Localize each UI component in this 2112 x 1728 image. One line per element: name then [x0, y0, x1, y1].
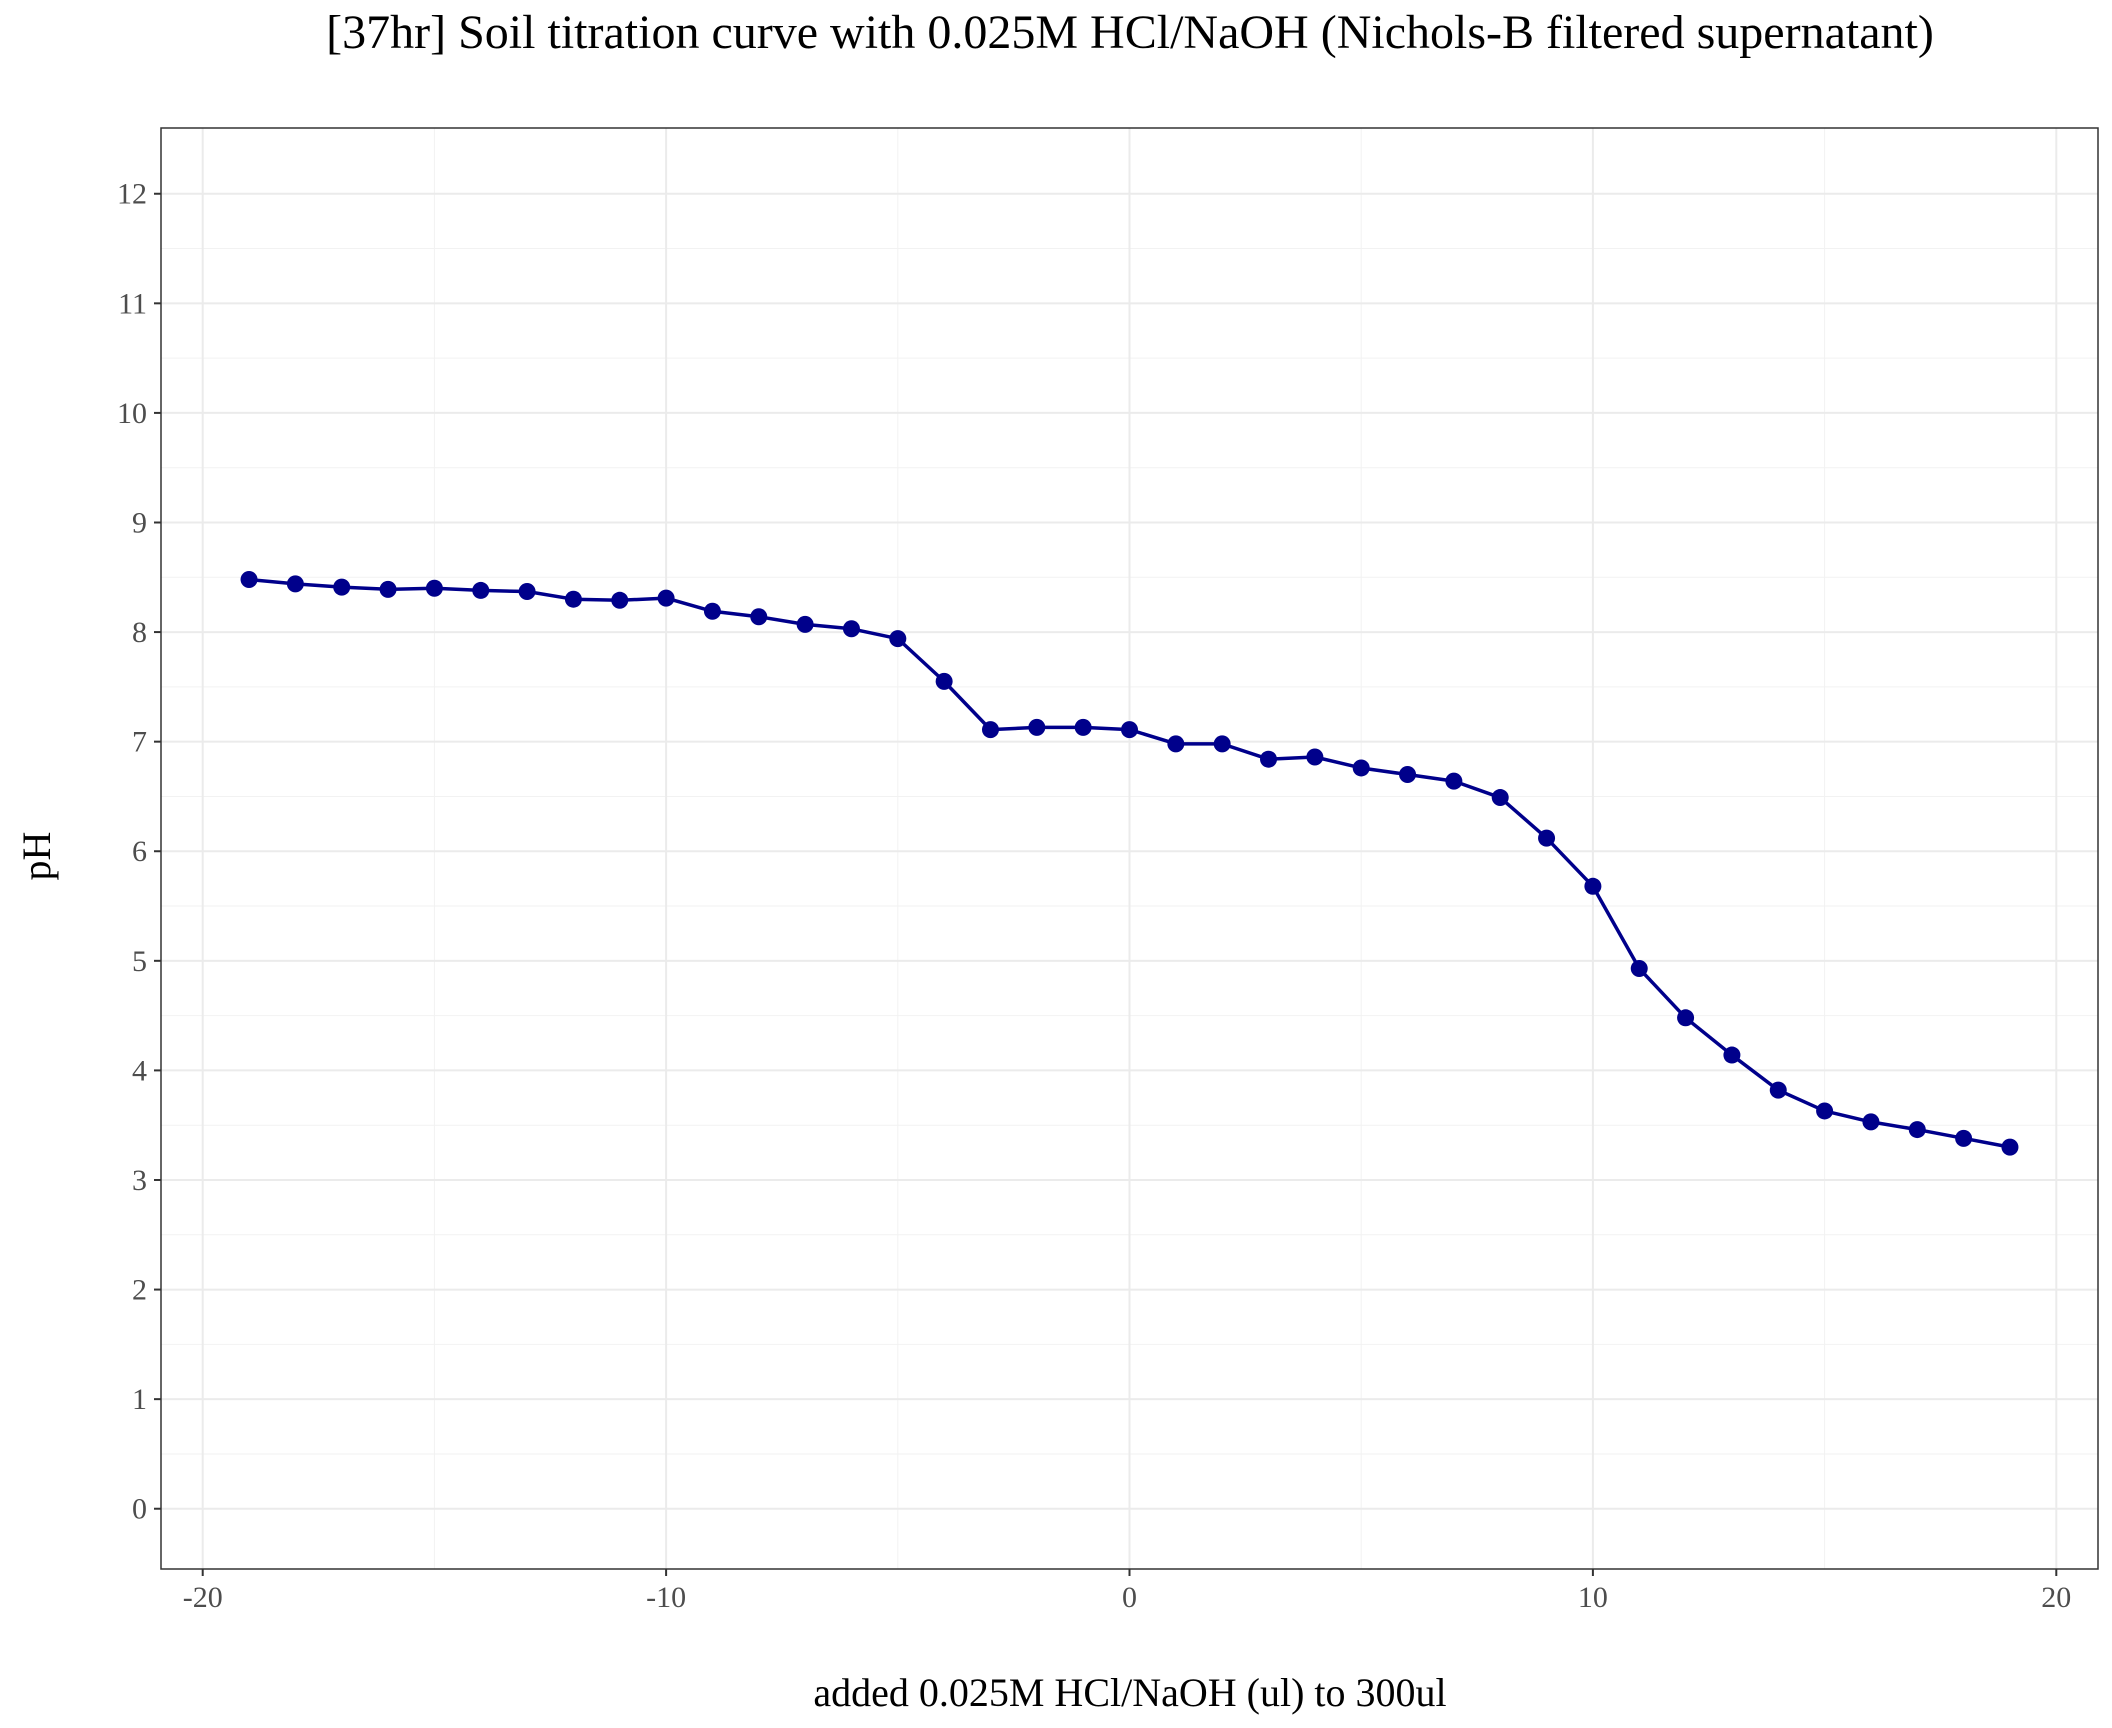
- panel-border: [160, 127, 2099, 1570]
- data-point: [1167, 735, 1185, 753]
- x-tick-label: -20: [183, 1581, 223, 1614]
- y-tick-label: 2: [132, 1274, 147, 1307]
- data-point: [1213, 735, 1231, 753]
- y-tick-label: 12: [117, 178, 147, 211]
- chart-title: [37hr] Soil titration curve with 0.025M …: [326, 6, 1934, 59]
- data-point: [2001, 1138, 2019, 1156]
- y-tick-label: 3: [132, 1164, 147, 1197]
- data-point: [750, 608, 768, 626]
- data-point: [286, 575, 304, 593]
- data-point: [472, 581, 490, 599]
- y-tick-label: 9: [132, 506, 147, 539]
- x-tick-label: 0: [1122, 1581, 1137, 1614]
- data-point: [1260, 750, 1278, 768]
- y-axis-title: pH: [14, 832, 59, 881]
- data-series: [240, 570, 2019, 1156]
- data-point: [1816, 1102, 1834, 1120]
- data-point: [240, 570, 258, 588]
- y-tick-label: 11: [118, 287, 147, 320]
- data-point: [1306, 748, 1324, 766]
- y-tick-label: 7: [132, 726, 147, 759]
- data-point: [1352, 759, 1370, 777]
- data-point: [1908, 1121, 1926, 1139]
- y-tick-label: 6: [132, 835, 147, 868]
- data-point: [1121, 721, 1138, 739]
- y-tick-label: 10: [117, 397, 147, 430]
- data-point: [564, 590, 582, 608]
- x-tick-label: 20: [2041, 1581, 2071, 1614]
- y-tick-label: 5: [132, 945, 147, 978]
- x-tick-label: -10: [646, 1581, 686, 1614]
- data-point: [379, 580, 397, 598]
- data-point: [333, 578, 351, 596]
- x-axis-title: added 0.025M HCl/NaOH (ul) to 300ul: [813, 1670, 1446, 1715]
- data-point: [657, 589, 675, 607]
- data-point: [1491, 789, 1509, 807]
- data-point: [796, 615, 814, 633]
- data-point: [1399, 766, 1417, 784]
- data-point: [1630, 959, 1648, 977]
- data-point: [935, 672, 953, 690]
- data-point: [1862, 1113, 1880, 1131]
- y-tick-label: 4: [132, 1054, 147, 1087]
- data-point: [425, 579, 443, 597]
- data-point: [1445, 772, 1463, 790]
- data-point: [611, 591, 629, 609]
- grid-lines: [161, 128, 2098, 1569]
- data-point: [1028, 718, 1046, 736]
- data-point: [1723, 1046, 1741, 1064]
- data-point: [1677, 1009, 1695, 1027]
- data-point: [1538, 829, 1556, 847]
- data-point: [889, 630, 907, 648]
- y-tick-label: 0: [132, 1493, 147, 1526]
- data-point: [981, 721, 999, 739]
- data-point: [1584, 877, 1602, 895]
- x-tick-label: 10: [1578, 1581, 1608, 1614]
- data-point: [842, 620, 860, 638]
- y-tick-label: 1: [132, 1383, 147, 1416]
- y-tick-label: 8: [132, 616, 147, 649]
- data-point: [703, 602, 721, 620]
- data-point: [1074, 718, 1092, 736]
- data-point: [1769, 1081, 1787, 1099]
- data-point: [1955, 1129, 1973, 1147]
- data-point: [518, 583, 536, 601]
